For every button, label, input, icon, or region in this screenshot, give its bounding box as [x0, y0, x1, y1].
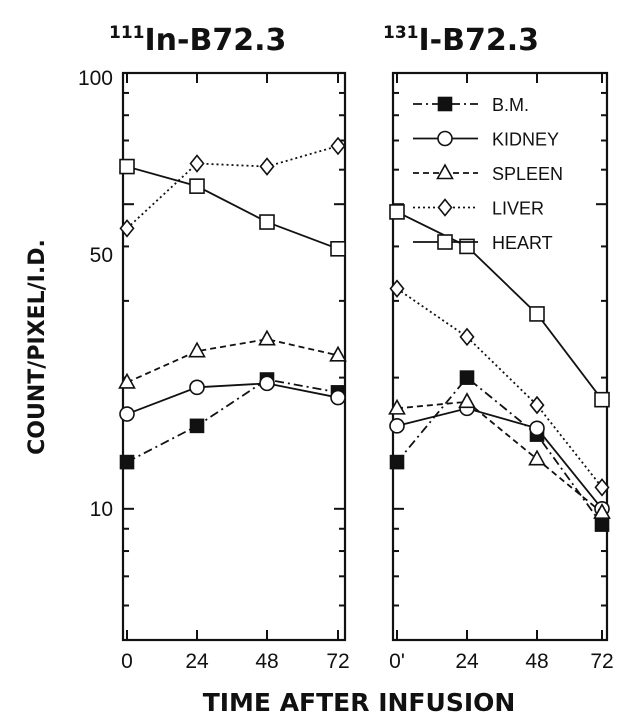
series-line — [396, 211, 603, 401]
plot-area — [118, 136, 611, 532]
x-tick-label: 0' — [389, 650, 405, 673]
series-line — [396, 287, 603, 488]
series-line — [126, 382, 339, 415]
y-tick-label-50: 50 — [90, 244, 113, 267]
series-line — [396, 400, 603, 514]
series-line — [126, 165, 339, 250]
series-heart — [389, 204, 610, 408]
panel-1-title-sup: 111 — [109, 23, 145, 43]
data-point — [330, 389, 346, 406]
data-point — [459, 327, 475, 347]
y-tick-label-10: 10 — [90, 498, 113, 521]
legend: B.M. KIDNEY SPLEEN LIVER HEART — [413, 95, 563, 253]
data-point — [528, 449, 546, 466]
data-point — [189, 418, 205, 434]
series-spleen — [388, 392, 611, 519]
data-point — [118, 372, 136, 389]
legend-label: KIDNEY — [492, 130, 559, 150]
x-tick-label: 24 — [455, 650, 479, 673]
series-liver — [389, 279, 610, 497]
panel-2-title: 131I-B72.3 — [383, 23, 539, 58]
data-point — [189, 178, 205, 194]
data-point — [259, 157, 275, 176]
panel-2-frame — [391, 71, 609, 642]
data-point — [594, 478, 610, 497]
legend-label: SPLEEN — [492, 164, 563, 184]
series-line — [126, 338, 339, 384]
panel-2-title-main: I-B72.3 — [419, 23, 540, 58]
x-tick-label: 72 — [326, 650, 349, 673]
series-line — [396, 407, 603, 510]
x-tick-label: 24 — [185, 650, 209, 673]
panel-1-title-main: In-B72.3 — [145, 23, 287, 58]
x-tick-label: 72 — [590, 650, 613, 673]
legend-marker — [437, 198, 453, 217]
data-point — [388, 398, 406, 415]
series-bm — [389, 370, 610, 532]
series-spleen — [118, 329, 347, 389]
data-point — [459, 370, 475, 385]
data-point — [329, 345, 347, 362]
data-point — [389, 204, 405, 220]
data-point — [529, 420, 545, 437]
legend-item: KIDNEY — [413, 130, 559, 150]
series-line — [126, 378, 339, 463]
panel-2-title-sup: 131 — [383, 23, 419, 43]
legend-label: B.M. — [492, 95, 529, 115]
series-heart — [119, 158, 346, 257]
data-point — [330, 241, 346, 257]
data-point — [389, 279, 405, 298]
data-point — [389, 454, 405, 470]
data-point — [594, 391, 610, 408]
data-point — [459, 238, 475, 255]
series-line — [126, 145, 339, 230]
x-axis-label: TIME AFTER INFUSION — [203, 688, 516, 717]
legend-item: SPLEEN — [413, 163, 563, 184]
legend-marker — [436, 163, 454, 180]
legend-marker — [437, 130, 453, 147]
data-point — [119, 219, 135, 238]
data-point — [119, 454, 135, 470]
data-point — [259, 375, 275, 392]
data-point — [458, 392, 476, 409]
legend-item: B.M. — [413, 95, 529, 115]
data-point — [189, 154, 205, 173]
x-tick-label: 48 — [255, 650, 278, 673]
series-liver — [119, 136, 346, 238]
data-point — [389, 418, 405, 434]
series-kidney — [119, 375, 346, 422]
legend-marker — [437, 234, 453, 250]
data-point — [189, 379, 205, 396]
data-point — [594, 517, 610, 532]
y-axis-label: COUNT/PIXEL/I.D. — [25, 239, 50, 455]
legend-marker — [437, 96, 453, 112]
data-point — [119, 406, 135, 422]
data-point — [119, 158, 135, 175]
data-point — [258, 329, 276, 346]
legend-label: LIVER — [492, 199, 544, 219]
data-point — [529, 395, 545, 415]
legend-item: HEART — [413, 233, 553, 253]
panel-1-frame — [121, 71, 347, 642]
data-point — [529, 306, 545, 322]
x-tick-label: 48 — [525, 650, 548, 673]
legend-item: LIVER — [413, 198, 544, 219]
x-tick-label: 0 — [121, 650, 133, 673]
data-point — [259, 214, 275, 230]
y-tick-label-100: 100 — [78, 67, 113, 90]
data-point — [593, 502, 611, 519]
series-kidney — [389, 400, 610, 517]
data-point — [330, 136, 346, 156]
panel-1-title: 111In-B72.3 — [109, 23, 286, 58]
data-point — [188, 341, 206, 358]
series-bm — [119, 372, 346, 470]
series-line — [396, 376, 603, 526]
legend-label: HEART — [492, 233, 553, 253]
